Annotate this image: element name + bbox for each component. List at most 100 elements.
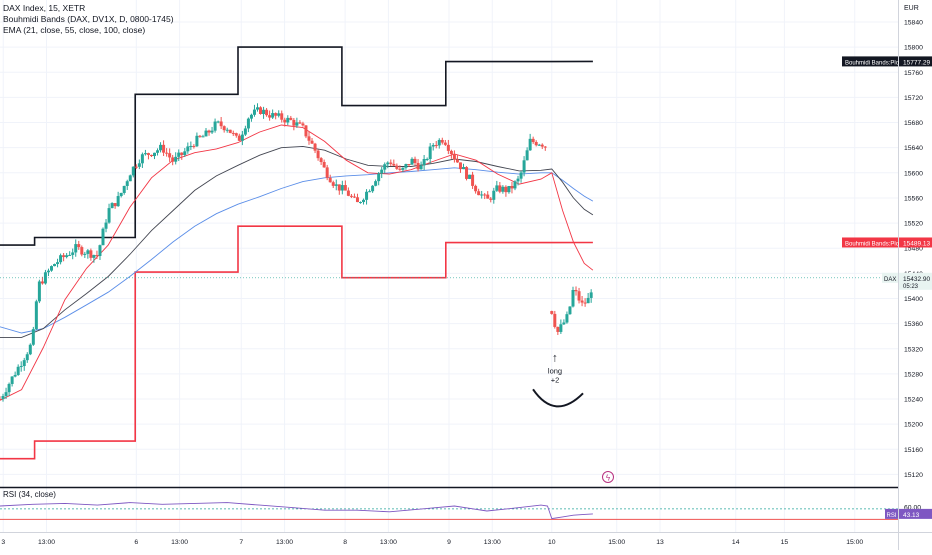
candle[interactable]	[437, 139, 441, 146]
candle[interactable]	[340, 185, 344, 191]
candle[interactable]	[583, 302, 587, 304]
candle[interactable]	[271, 113, 275, 118]
candle[interactable]	[365, 191, 369, 200]
candle[interactable]	[192, 145, 196, 147]
candle[interactable]	[398, 168, 402, 170]
candle[interactable]	[274, 113, 278, 116]
candle[interactable]	[77, 244, 81, 248]
candle[interactable]	[343, 185, 347, 191]
candle[interactable]	[446, 144, 450, 151]
candle[interactable]	[171, 157, 175, 162]
candle[interactable]	[228, 129, 232, 133]
candle[interactable]	[368, 191, 372, 193]
candle[interactable]	[577, 291, 581, 301]
candle[interactable]	[243, 128, 247, 135]
candle[interactable]	[56, 262, 60, 265]
candle[interactable]	[131, 166, 135, 176]
candle[interactable]	[413, 158, 417, 163]
candle[interactable]	[383, 164, 387, 170]
candle[interactable]	[461, 167, 465, 170]
candle[interactable]	[174, 156, 178, 162]
candle[interactable]	[1, 395, 5, 400]
candle[interactable]	[31, 329, 35, 345]
candle[interactable]	[146, 153, 150, 155]
candle[interactable]	[534, 142, 538, 146]
candle[interactable]	[471, 174, 475, 186]
candle[interactable]	[371, 185, 375, 192]
candle[interactable]	[322, 162, 326, 168]
candle[interactable]	[568, 306, 572, 315]
candle[interactable]	[452, 154, 456, 160]
candle[interactable]	[559, 324, 563, 332]
candle[interactable]	[34, 301, 38, 330]
candle[interactable]	[98, 245, 102, 256]
candle[interactable]	[586, 297, 590, 304]
candle[interactable]	[280, 113, 284, 120]
candle[interactable]	[186, 146, 190, 152]
lightning-icon[interactable]	[602, 471, 614, 483]
candle[interactable]	[431, 145, 435, 147]
candle[interactable]	[386, 162, 390, 165]
candle[interactable]	[268, 115, 272, 118]
candle[interactable]	[89, 250, 93, 258]
candle[interactable]	[13, 374, 17, 377]
candle[interactable]	[140, 154, 144, 164]
candle[interactable]	[580, 300, 584, 303]
candle[interactable]	[465, 167, 469, 179]
candle[interactable]	[407, 164, 411, 166]
candle[interactable]	[483, 194, 487, 196]
candle[interactable]	[550, 311, 554, 314]
candle[interactable]	[543, 146, 547, 148]
candle[interactable]	[92, 255, 96, 258]
candle[interactable]	[486, 194, 490, 199]
candle[interactable]	[237, 135, 241, 141]
candle[interactable]	[152, 152, 156, 157]
candle[interactable]	[283, 119, 287, 123]
candle[interactable]	[337, 184, 341, 191]
candle[interactable]	[143, 153, 147, 155]
candle[interactable]	[304, 125, 308, 137]
candle[interactable]	[59, 255, 63, 263]
candle[interactable]	[110, 203, 114, 209]
legend-symbol[interactable]: DAX Index, 15, XETR	[3, 3, 86, 13]
candle[interactable]	[137, 163, 141, 167]
candle[interactable]	[225, 129, 229, 131]
candle[interactable]	[395, 165, 399, 169]
candle[interactable]	[195, 135, 199, 147]
candle[interactable]	[556, 326, 560, 332]
candle[interactable]	[180, 152, 184, 155]
candle[interactable]	[231, 132, 235, 134]
candle[interactable]	[46, 270, 50, 273]
candle[interactable]	[301, 123, 305, 126]
candle[interactable]	[86, 250, 90, 254]
candle[interactable]	[313, 143, 317, 151]
candle[interactable]	[119, 192, 123, 197]
candle[interactable]	[201, 136, 205, 138]
candle[interactable]	[440, 139, 444, 143]
candle[interactable]	[474, 185, 478, 192]
legend-indicator-ema[interactable]: EMA (21, close, 55, close, 100, close)	[3, 25, 146, 35]
candle[interactable]	[492, 190, 496, 200]
candle[interactable]	[149, 154, 153, 157]
candle[interactable]	[307, 136, 311, 141]
candle[interactable]	[422, 159, 426, 166]
candle[interactable]	[246, 118, 250, 129]
candle[interactable]	[507, 185, 511, 193]
candle[interactable]	[53, 264, 57, 267]
candle[interactable]	[352, 196, 356, 198]
candle[interactable]	[522, 160, 526, 173]
candle[interactable]	[107, 208, 111, 223]
candle[interactable]	[240, 134, 244, 141]
candle[interactable]	[292, 119, 296, 126]
candle[interactable]	[325, 167, 329, 178]
ema55-line[interactable]	[0, 145, 594, 338]
candle[interactable]	[116, 196, 120, 207]
candle[interactable]	[189, 145, 193, 147]
candle[interactable]	[168, 153, 172, 158]
candle[interactable]	[510, 185, 514, 189]
candle[interactable]	[68, 254, 72, 256]
candle[interactable]	[589, 292, 593, 298]
candle[interactable]	[277, 113, 281, 116]
candle[interactable]	[128, 175, 132, 182]
candle[interactable]	[565, 314, 569, 323]
